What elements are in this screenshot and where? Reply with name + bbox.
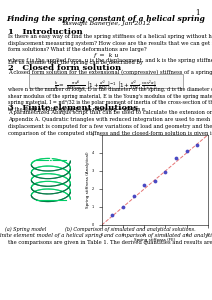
Text: 1: 1	[195, 9, 200, 17]
X-axis label: Spring stiffness (FE): Spring stiffness (FE)	[134, 238, 176, 242]
Point	[132, 194, 135, 199]
Text: (b) Comparison of simulated and analytical solutions.: (b) Comparison of simulated and analytic…	[65, 227, 195, 232]
Text: 2   Closed form solution: 2 Closed form solution	[8, 64, 121, 72]
Text: 1   Introduction: 1 Introduction	[8, 28, 83, 36]
Text: Figure 1 : A finite element model of a helical spring and comparison of simulate: Figure 1 : A finite element model of a h…	[0, 233, 212, 238]
FancyBboxPatch shape	[29, 74, 183, 88]
Text: Finding the spring constant of a helical spring: Finding the spring constant of a helical…	[7, 15, 205, 23]
Point	[185, 148, 188, 153]
Text: Biswajit Banerjee, Jan 2012: Biswajit Banerjee, Jan 2012	[62, 21, 150, 26]
Point	[153, 178, 156, 183]
Point	[142, 182, 146, 187]
Text: A parametrized Abaqus script that can be used to calculate the extension or comp: A parametrized Abaqus script that can be…	[8, 110, 212, 136]
Point	[174, 155, 178, 160]
Y-axis label: Spring stiffness (Analytical): Spring stiffness (Analytical)	[86, 152, 91, 208]
Text: where n is the number of loops, D is the diameter of the spring, d is the diamet: where n is the number of loops, D is the…	[8, 87, 212, 112]
Text: Is there an easy way of find the spring stiffness of a helical spring without ha: Is there an easy way of find the spring …	[8, 34, 212, 65]
Point	[195, 143, 199, 148]
Text: $\frac{k}{F}$ =  $\frac{\pi d^4}{8D^3 \cos\alpha}$ $\left[1 + \frac{d^2}{8D^2}\r: $\frac{k}{F}$ = $\frac{\pi d^4}{8D^3 \co…	[54, 78, 158, 93]
Text: f  =  k u: f = k u	[93, 53, 119, 58]
Text: 3   Finite element solutions: 3 Finite element solutions	[8, 104, 138, 112]
Text: (a) Spring model: (a) Spring model	[5, 227, 47, 232]
Point	[111, 212, 114, 217]
Point	[121, 205, 125, 210]
Text: A closed form solution for the extensional (compressive) stiffness of a spring i: A closed form solution for the extension…	[8, 70, 212, 75]
Text: where f is the applied force, u is the displacement, and k is the spring stiffne: where f is the applied force, u is the d…	[8, 58, 212, 63]
Point	[164, 169, 167, 174]
Text: the comparisons are given in Table 1. The derived quantities and results are giv: the comparisons are given in Table 1. Th…	[8, 240, 212, 245]
